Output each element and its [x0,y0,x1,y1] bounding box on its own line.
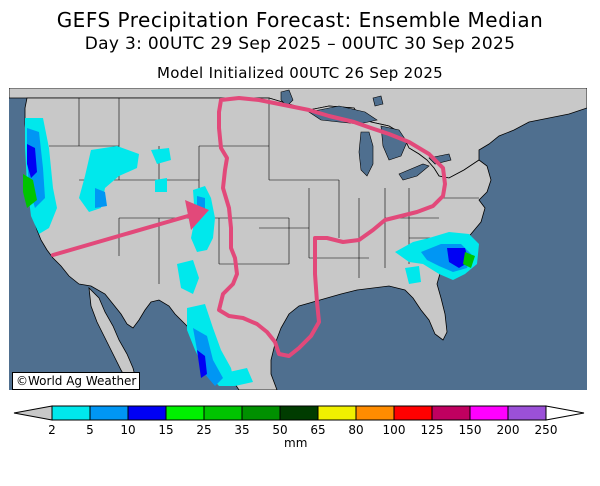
colorbar-swatch [279,405,319,421]
colorbar-tick-label: 15 [158,423,173,437]
highlight-region-outline [217,96,447,358]
precip-sierra-madre-heavy [197,350,207,378]
precip-georgia [405,266,421,284]
colorbar-tick-label: 100 [383,423,406,437]
colorbar-under-arrow [13,405,53,421]
precip-carolinas-green [463,252,475,268]
precip-pacific-nw-heavy [27,144,37,178]
colorbar-swatch [355,405,395,421]
colorbar-swatch [51,405,91,421]
forecast-period: Day 3: 00UTC 29 Sep 2025 – 00UTC 30 Sep … [84,34,516,54]
model-init-time: Model Initialized 00UTC 26 Sep 2025 [156,64,444,82]
precip-sierra-madre-mod [193,328,223,386]
precip-idaho-mod [95,188,107,208]
colorbar-tick-label: 5 [86,423,94,437]
colorbar-swatch [317,405,357,421]
precip-arizona [177,260,199,294]
colorbar-tick-label: 65 [310,423,325,437]
precip-mexico-coast [229,368,253,386]
colorbar-swatch [203,405,243,421]
colorbar-swatch [469,405,509,421]
precip-sierra-madre [187,304,235,386]
colorbar-swatch [393,405,433,421]
colorbar-tick-label: 25 [196,423,211,437]
colorbar-tick-label: 125 [421,423,444,437]
lake-erie [398,163,430,181]
colorbar-swatch [165,405,205,421]
map-title: GEFS Precipitation Forecast: Ensemble Me… [56,8,544,32]
colorbar-boxes [13,405,585,421]
colorbar-swatch [241,405,281,421]
colorbar-tick-label: 10 [120,423,135,437]
copyright-credit: ©World Ag Weather [12,372,141,390]
state-borders [49,98,479,284]
lake-winnipeg [280,89,294,107]
colorbar-tick-label: 250 [535,423,558,437]
units-label: mm [284,436,308,450]
colorbar-tick-label: 50 [272,423,287,437]
colorbar-tick-label: 200 [497,423,520,437]
colorbar-swatch [431,405,471,421]
land-conus-mexico [24,97,492,390]
precip-idaho [79,146,139,212]
precip-map [9,88,587,390]
direction-arrow-shaft [51,212,197,257]
colorbar-tick-label: 35 [234,423,249,437]
direction-arrow-head [185,200,209,230]
precip-shading [23,118,479,386]
colorbar-swatch [127,405,167,421]
lake-michigan [358,131,374,177]
colorbar-tick-label: 80 [348,423,363,437]
colorbar-tick-label: 150 [459,423,482,437]
colorbar-tick-label: 2 [48,423,56,437]
precip-montana [151,148,171,164]
colorbar-swatch [507,405,547,421]
colorbar-labels: 2 5 10 15 25 35 50 65 80 100 125 150 200 250 [48,423,557,437]
colorbar-over-arrow [545,405,585,421]
lake-nipigon [372,95,384,107]
colorbar-legend: 2 5 10 15 25 35 50 65 80 100 125 150 200 250 [13,405,585,437]
precip-wyoming [155,178,167,192]
lake-superior [308,105,378,125]
precip-pacific-nw-green [23,174,37,208]
colorbar-swatch [89,405,129,421]
